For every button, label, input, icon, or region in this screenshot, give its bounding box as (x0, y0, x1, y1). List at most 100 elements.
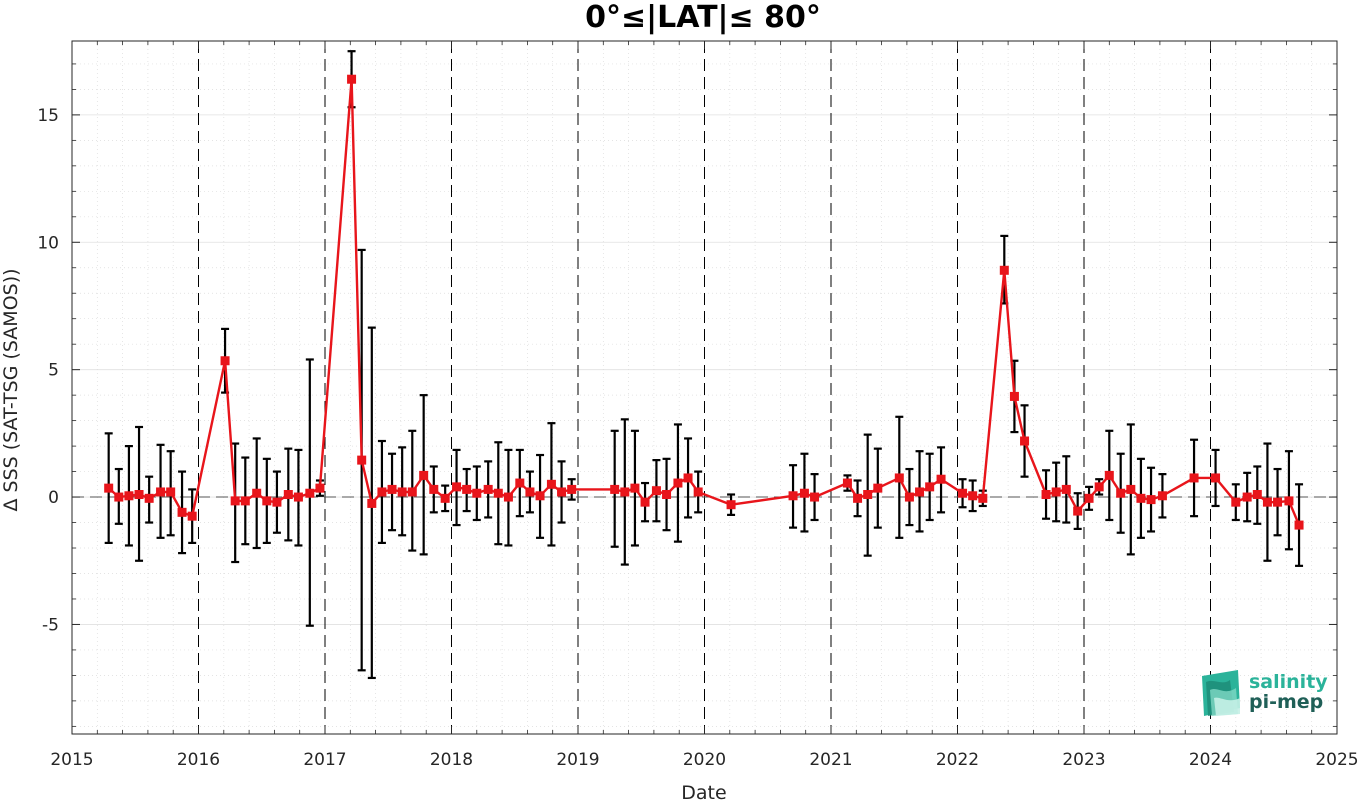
data-point (283, 490, 293, 500)
data-point (397, 487, 407, 497)
data-point (462, 484, 472, 494)
data-point (220, 356, 230, 366)
data-point (315, 483, 325, 493)
data-point (419, 470, 429, 480)
data-point (1116, 488, 1126, 498)
data-point (1294, 520, 1304, 530)
y-tick-label: 5 (48, 361, 59, 381)
data-point (166, 487, 176, 497)
data-point (693, 487, 703, 497)
data-point (999, 265, 1009, 275)
data-point (262, 496, 272, 506)
data-point (515, 478, 525, 488)
data-point (842, 478, 852, 488)
data-point (1041, 490, 1051, 500)
y-axis-label: Δ SSS (SAT-TSG (SAMOS)) (0, 268, 22, 511)
data-point (1126, 484, 1136, 494)
data-point (958, 488, 968, 498)
data-point (1020, 436, 1030, 446)
data-point (104, 483, 114, 493)
x-tick-label: 2025 (1315, 750, 1358, 770)
data-point (440, 493, 450, 503)
x-tick-label: 2022 (936, 750, 979, 770)
data-point (1084, 493, 1094, 503)
data-point (240, 496, 250, 506)
data-point (1284, 496, 1294, 506)
data-point (651, 486, 661, 496)
chart-title: 0°≤|LAT|≤ 80° (585, 0, 821, 35)
wave-logo-icon (1202, 670, 1240, 716)
data-point (1262, 497, 1272, 507)
data-point (1273, 497, 1283, 507)
data-point (904, 492, 914, 502)
data-point (429, 484, 439, 494)
data-point (1009, 391, 1019, 401)
data-point (124, 491, 134, 501)
data-point (177, 507, 187, 517)
data-point (187, 511, 197, 521)
data-point (483, 484, 493, 494)
data-point (1242, 492, 1252, 502)
data-point (863, 490, 873, 500)
data-point (1136, 493, 1146, 503)
data-point (683, 473, 693, 483)
x-tick-label: 2024 (1189, 750, 1232, 770)
data-point (915, 487, 925, 497)
data-point (114, 492, 124, 502)
data-point (293, 492, 303, 502)
data-point (387, 484, 397, 494)
x-axis-label: Date (681, 782, 726, 801)
data-point (640, 497, 650, 507)
data-point (978, 493, 988, 503)
data-point (347, 74, 357, 84)
data-point (799, 488, 809, 498)
data-point (925, 482, 935, 492)
data-point (873, 483, 883, 493)
data-point (452, 482, 462, 492)
y-tick-label: 10 (37, 233, 59, 253)
data-markers (104, 74, 1304, 530)
x-tick-label: 2018 (430, 750, 473, 770)
data-point (1051, 487, 1061, 497)
x-tick-label: 2015 (50, 750, 93, 770)
data-point (1211, 473, 1221, 483)
data-point (557, 487, 567, 497)
data-point (1157, 491, 1167, 501)
data-point (272, 497, 282, 507)
data-point (1094, 482, 1104, 492)
data-point (1189, 473, 1199, 483)
y-tick-label: 0 (48, 488, 59, 508)
data-point (1231, 497, 1241, 507)
data-point (620, 487, 630, 497)
x-tick-label: 2019 (556, 750, 599, 770)
logo-text-salinity: salinity (1249, 671, 1328, 693)
x-tick-label: 2023 (1062, 750, 1105, 770)
data-point (503, 492, 513, 502)
x-tick-label: 2017 (303, 750, 346, 770)
data-point (546, 479, 556, 489)
x-tick-label: 2016 (177, 750, 220, 770)
data-point (377, 487, 387, 497)
data-point (252, 488, 262, 498)
data-point (1146, 495, 1156, 505)
data-point (535, 491, 545, 501)
x-tick-label: 2021 (809, 750, 852, 770)
data-point (493, 488, 503, 498)
x-tick-labels: 2015 2016 2017 2018 2019 2020 2021 2022 2023 2024… (50, 750, 1358, 770)
data-point (407, 487, 417, 497)
data-point (936, 474, 946, 484)
y-tick-label: 15 (37, 106, 59, 126)
data-point (367, 498, 377, 508)
data-point (726, 500, 736, 510)
data-point (662, 490, 672, 500)
data-point (810, 492, 820, 502)
data-point (853, 493, 863, 503)
data-point (1073, 506, 1083, 516)
data-point (1252, 490, 1262, 500)
data-point (630, 483, 640, 493)
data-point (567, 484, 577, 494)
data-point (144, 493, 154, 503)
y-tick-labels: -5 0 5 10 15 (37, 106, 59, 636)
data-point (673, 478, 683, 488)
